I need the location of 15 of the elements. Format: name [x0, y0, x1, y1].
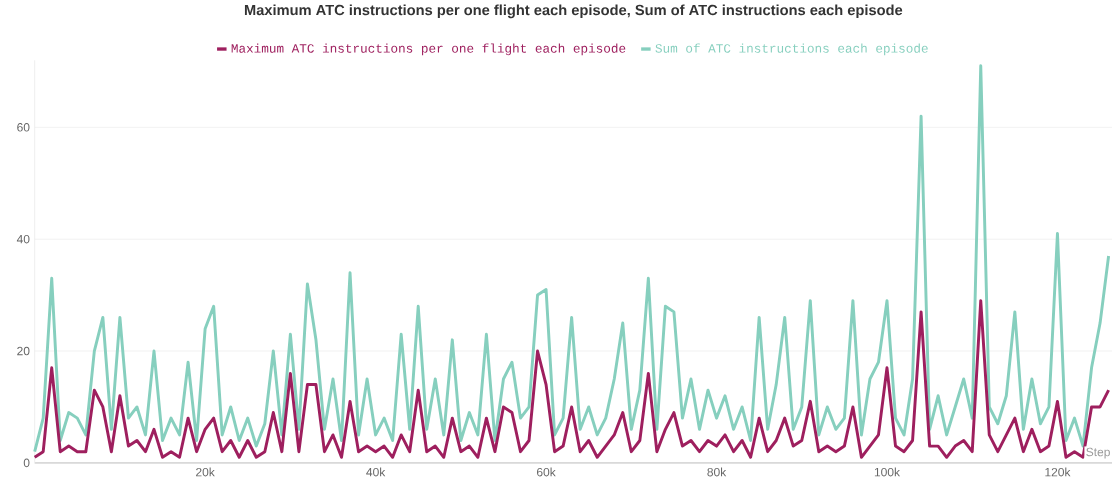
x-tick-label: 80k [707, 467, 727, 477]
x-tick-label: 120k [1045, 467, 1071, 477]
y-tick-label: 0 [23, 458, 30, 468]
y-tick-label: 60 [17, 123, 30, 132]
x-tick-label: 100k [874, 467, 901, 477]
x-axis-title: Step [1086, 447, 1110, 459]
y-tick-label: 40 [16, 234, 30, 244]
legend-label: Sum of ATC instructions each episode [655, 43, 928, 56]
x-tick-label: 20k [196, 467, 215, 477]
legend-label: Maximum ATC instructions per one flight each episode [231, 43, 626, 56]
chart-title: Maximum ATC instructions per one flight each episode, Sum of ATC instructions each episode [244, 4, 903, 19]
x-tick-label: 60k [537, 467, 556, 477]
line-series [33, 299, 1111, 459]
y-tick-label: 20 [17, 346, 30, 356]
x-tick-label: 40k [366, 467, 386, 477]
